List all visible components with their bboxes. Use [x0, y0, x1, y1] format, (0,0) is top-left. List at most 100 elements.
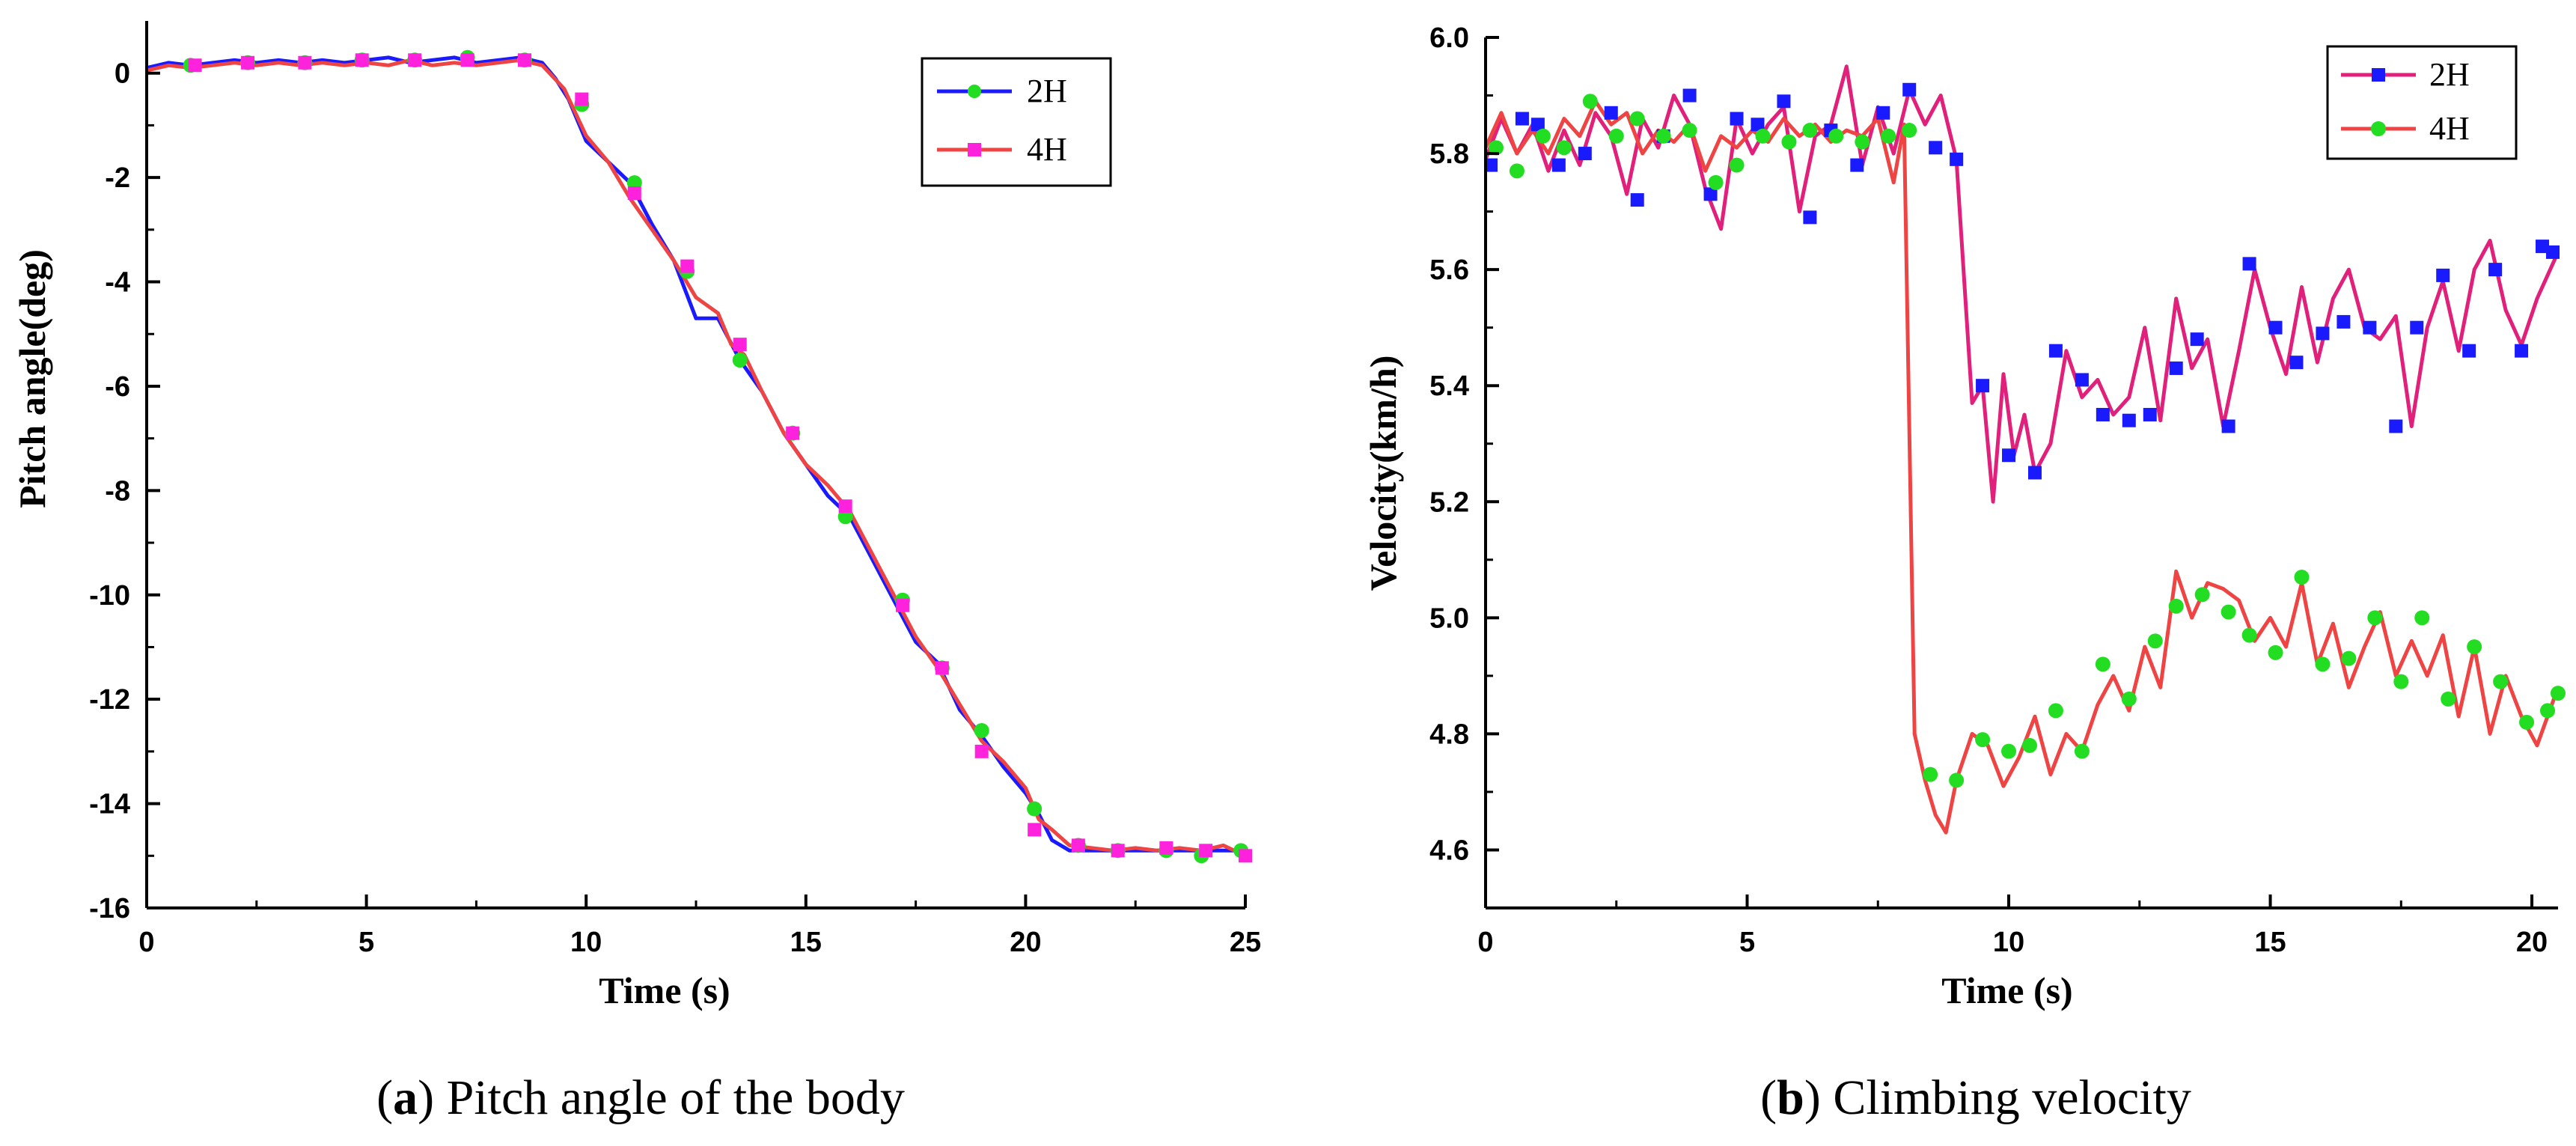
chart-b-point-2h [2289, 356, 2304, 370]
chart-b-y-tick-label: 4.6 [1429, 835, 1469, 866]
chart-b-point-4h [1608, 128, 1624, 144]
chart-b-legend-marker-2h [2372, 68, 2385, 82]
chart-a-series-2h [146, 55, 1245, 853]
chart-a-legend-marker-2h [968, 85, 981, 98]
chart-b-ylabel: Velocity(km/h) [1362, 356, 1404, 591]
caption-b-text: Climbing velocity [1833, 1070, 2191, 1125]
chart-b-point-4h [1488, 140, 1504, 156]
chart-b-point-2h [2546, 245, 2560, 259]
chart-b-point-4h [1655, 128, 1671, 144]
chart-b-point-2h [1604, 106, 1618, 120]
caption-a-letter: a [393, 1070, 418, 1125]
chart-b-point-2h [2190, 332, 2204, 347]
chart-b-markers-layer [1483, 82, 2566, 788]
chart-b-point-2h [1682, 88, 1697, 103]
chart-a-point-4h [1239, 849, 1252, 863]
chart-b-point-4h [2194, 587, 2210, 603]
chart-b-point-2h [1876, 106, 1890, 120]
chart-b-point-2h [2462, 344, 2476, 358]
chart-b-point-4h [1949, 772, 1965, 788]
chart-a-y-tick-label: -16 [89, 893, 130, 924]
chart-b-point-4h [2021, 737, 2037, 753]
chart-a-point-2h [732, 353, 748, 368]
chart-a-x-tick-label: 0 [138, 927, 154, 958]
chart-a-series-4h [146, 58, 1247, 858]
chart-b-y-tick-label: 5.0 [1429, 603, 1469, 634]
chart-b-point-2h [2436, 268, 2450, 282]
chart-b-axes [1484, 36, 2558, 909]
chart-b-legend-label-2h: 2H [2429, 56, 2470, 93]
chart-b-legend: 2H 4H [2326, 45, 2518, 160]
chart-b-point-4h [2147, 633, 2163, 649]
chart-b-point-2h [2488, 263, 2503, 277]
chart-a-legend-label-4h: 4H [1027, 131, 1067, 168]
chart-a-y-tick-label: -10 [89, 580, 130, 612]
chart-a-y-tick-label: -6 [105, 371, 130, 403]
chart-b-point-2h [2410, 320, 2424, 335]
chart-b-point-4h [2551, 686, 2566, 701]
chart-a-y-tick-label: -12 [89, 684, 130, 716]
chart-b-point-2h [1515, 112, 1529, 126]
chart-b-point-2h [1777, 94, 1791, 109]
chart-b-y-tick-label: 4.8 [1429, 719, 1469, 750]
chart-b-point-4h [1881, 128, 1896, 144]
chart-b-point-2h [2027, 466, 2042, 480]
chart-b-point-4h [2519, 714, 2535, 730]
chart-a-point-4h [517, 53, 531, 67]
chart-a-legend-marker-4h [968, 143, 981, 156]
chart-b-point-2h [2002, 448, 2016, 463]
chart-b-point-4h [2540, 703, 2556, 719]
chart-b-point-2h [1630, 193, 1644, 207]
chart-a-point-4h [786, 426, 800, 440]
chart-b-point-2h [1730, 112, 1744, 126]
chart-b-x-tick-label: 20 [2516, 927, 2548, 958]
chart-b-point-2h [1530, 118, 1545, 132]
chart-b-point-4h [1755, 128, 1771, 144]
chart-a-legend-label-2h: 2H [1027, 73, 1067, 109]
chart-b-point-4h [1855, 134, 1870, 150]
chart-a-point-2h [1027, 801, 1043, 817]
chart-b-point-4h [2241, 627, 2257, 643]
chart-a-legend-box [921, 57, 1112, 187]
chart-b-legend-box [2326, 45, 2518, 160]
chart-b-y-tick-label: 5.2 [1429, 487, 1469, 518]
chart-a-x-tick-label: 15 [790, 927, 822, 958]
chart-a-point-4h [188, 58, 202, 73]
chart-b-point-4h [1802, 123, 1818, 138]
chart-b-point-2h [1483, 158, 1498, 172]
chart-b-point-2h [2515, 344, 2529, 358]
chart-b-point-4h [2095, 656, 2110, 672]
chart-b-legend-marker-4h [2371, 121, 2386, 136]
chart-b-point-2h [2389, 419, 2403, 433]
chart-b-xlabel: Time (s) [1941, 969, 2072, 1011]
chart-b-legend-label-4h: 4H [2429, 110, 2470, 147]
chart-a-x-tick-label: 10 [570, 927, 602, 958]
chart-a-axes [145, 21, 1247, 909]
chart-b-point-4h [1509, 163, 1524, 179]
chart-a-point-4h [895, 598, 909, 612]
chart-b-point-4h [2268, 644, 2283, 660]
chart-b-point-2h [2363, 320, 2377, 335]
chart-b-point-4h [1682, 123, 1697, 138]
chart-b-point-4h [1535, 128, 1551, 144]
chart-b-point-2h [2075, 373, 2089, 387]
chart-a-x-tick-label: 5 [358, 927, 374, 958]
chart-b-point-4h [2414, 610, 2430, 626]
chart-b-point-2h [2536, 240, 2550, 254]
chart-b-point-2h [1703, 187, 1718, 201]
chart-b-point-2h [1551, 158, 1566, 172]
chart-b-point-4h [2441, 691, 2456, 707]
chart-a-point-4h [298, 55, 312, 70]
chart-b-point-2h [2143, 407, 2157, 421]
chart-a-y-tick-label: -8 [105, 475, 130, 507]
chart-b-point-2h [1976, 379, 1990, 393]
chart-b-point-2h [2122, 413, 2136, 427]
chart-b-point-2h [2221, 419, 2235, 433]
chart-a-point-4h [974, 744, 989, 758]
chart-a-y-tick-label: 0 [115, 58, 130, 90]
chart-b-series-layer [1483, 64, 2560, 835]
chart-a-y-tick-label: -4 [105, 267, 130, 299]
caption-a-text: Pitch angle of the body [447, 1070, 905, 1125]
chart-b-point-2h [1929, 141, 1943, 155]
chart-a-point-4h [838, 499, 852, 513]
